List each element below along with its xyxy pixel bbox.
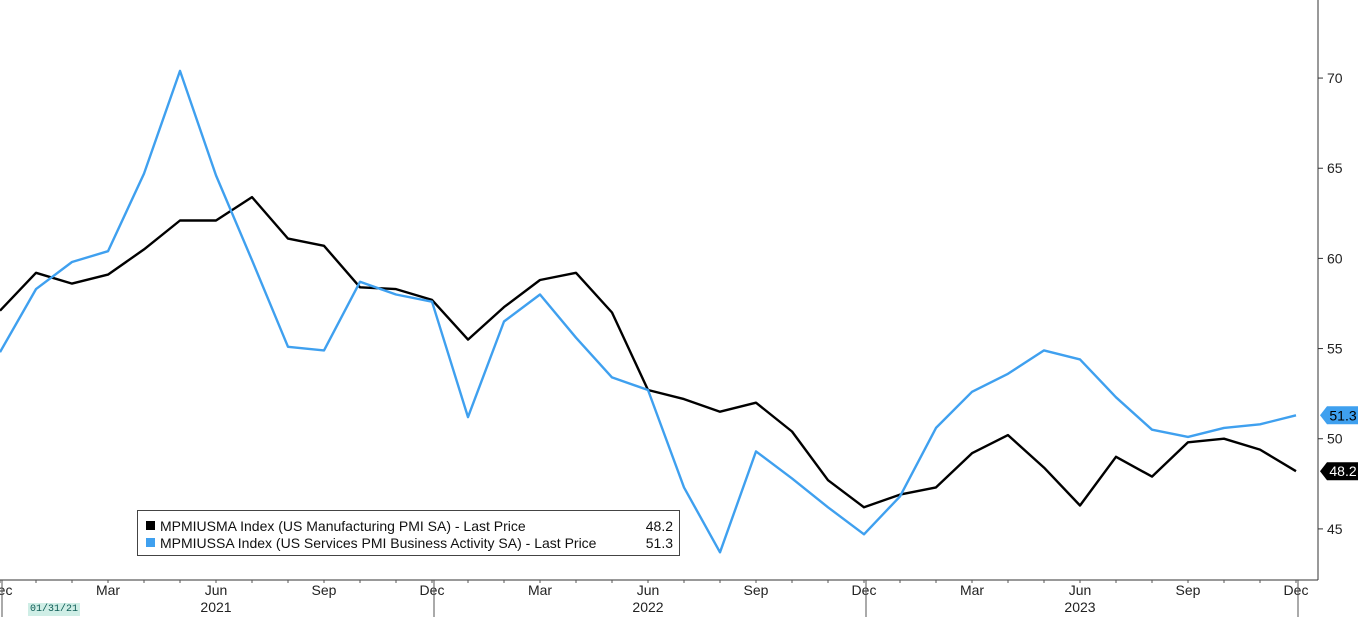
date-tag: 01/31/21: [28, 603, 80, 616]
x-tick-label: Sep: [1176, 582, 1201, 598]
x-tick-label: Mar: [96, 582, 120, 598]
legend-item-services: MPMIUSSA Index (US Services PMI Business…: [146, 534, 673, 551]
legend-label-services: MPMIUSSA Index (US Services PMI Business…: [160, 534, 597, 551]
chart-legend: MPMIUSMA Index (US Manufacturing PMI SA)…: [137, 510, 680, 556]
x-tick-label: Jun: [1069, 582, 1092, 598]
legend-value-services: 51.3: [645, 534, 673, 551]
x-tick-label: Sep: [744, 582, 769, 598]
legend-label-manufacturing: MPMIUSMA Index (US Manufacturing PMI SA)…: [160, 517, 526, 534]
y-axis: 45 50 55 60 65 70: [1318, 70, 1343, 537]
x-tick-label: Jun: [637, 582, 660, 598]
legend-value-manufacturing: 48.2: [645, 517, 673, 534]
year-label: 2023: [1064, 599, 1095, 615]
legend-swatch-services: [146, 538, 155, 547]
x-tick-label: Dec: [1284, 582, 1309, 598]
x-tick-label: Mar: [960, 582, 984, 598]
series-line-manufacturing: [0, 195, 1297, 509]
y-tick-label: 55: [1327, 341, 1343, 357]
year-label: 2021: [200, 599, 231, 615]
last-tag-label-services: 51.3: [1329, 407, 1356, 423]
last-value-tags: 48.2 51.3: [1320, 406, 1358, 481]
series-line-services: [0, 69, 1297, 554]
x-axis: Dec Mar Jun Sep Dec Mar Jun Sep Dec Mar Jun Sep Dec 2…: [0, 580, 1308, 617]
y-tick-label: 45: [1327, 521, 1343, 537]
y-tick-label: 50: [1327, 431, 1343, 447]
legend-item-manufacturing: MPMIUSMA Index (US Manufacturing PMI SA)…: [146, 517, 673, 534]
x-tick-label: Dec: [420, 582, 445, 598]
last-tag-manufacturing: [1320, 462, 1358, 481]
x-tick-label: Jun: [205, 582, 228, 598]
y-tick-label: 60: [1327, 250, 1343, 266]
y-tick-label: 70: [1327, 70, 1343, 86]
year-label: 2022: [632, 599, 663, 615]
x-tick-label: Sep: [312, 582, 337, 598]
legend-swatch-manufacturing: [146, 521, 155, 530]
last-tag-services: [1320, 406, 1358, 425]
chart-series: [0, 69, 1297, 554]
x-tick-label: Mar: [528, 582, 552, 598]
last-tag-label-manufacturing: 48.2: [1329, 463, 1356, 479]
x-tick-label: Dec: [0, 582, 12, 598]
y-tick-label: 65: [1327, 160, 1343, 176]
x-tick-label: Dec: [852, 582, 877, 598]
plot-frame: [0, 0, 1319, 581]
